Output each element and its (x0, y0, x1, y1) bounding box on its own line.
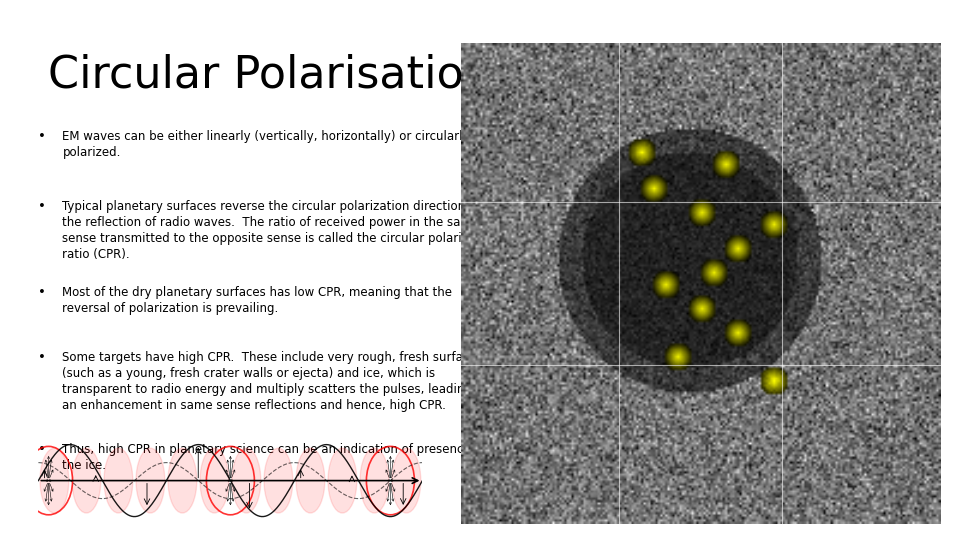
Ellipse shape (296, 448, 324, 513)
Ellipse shape (200, 448, 228, 513)
Ellipse shape (104, 448, 132, 513)
Text: •: • (38, 351, 46, 364)
Ellipse shape (136, 448, 165, 513)
Ellipse shape (360, 448, 389, 513)
Text: EM waves can be either linearly (vertically, horizontally) or circularly
polariz: EM waves can be either linearly (vertica… (62, 130, 469, 159)
Ellipse shape (264, 448, 293, 513)
Text: Most of the dry planetary surfaces has low CPR, meaning that the
reversal of pol: Most of the dry planetary surfaces has l… (62, 286, 452, 315)
Ellipse shape (40, 448, 69, 513)
Text: Circular Polarisation Ratio (CPR): Circular Polarisation Ratio (CPR) (48, 54, 758, 97)
Ellipse shape (328, 448, 357, 513)
Text: Typical planetary surfaces reverse the circular polarization direction of
the re: Typical planetary surfaces reverse the c… (62, 200, 498, 261)
Text: •: • (38, 443, 46, 456)
Text: •: • (38, 200, 46, 213)
Text: Some targets have high CPR.  These include very rough, fresh surfaces
(such as a: Some targets have high CPR. These includ… (62, 351, 488, 412)
Text: •: • (38, 130, 46, 143)
Ellipse shape (72, 448, 101, 513)
Ellipse shape (232, 448, 261, 513)
Ellipse shape (168, 448, 197, 513)
Ellipse shape (392, 448, 420, 513)
Text: •: • (38, 286, 46, 299)
Text: Thus, high CPR in planetary science can be an indication of presence of
the ice.: Thus, high CPR in planetary science can … (62, 443, 486, 472)
